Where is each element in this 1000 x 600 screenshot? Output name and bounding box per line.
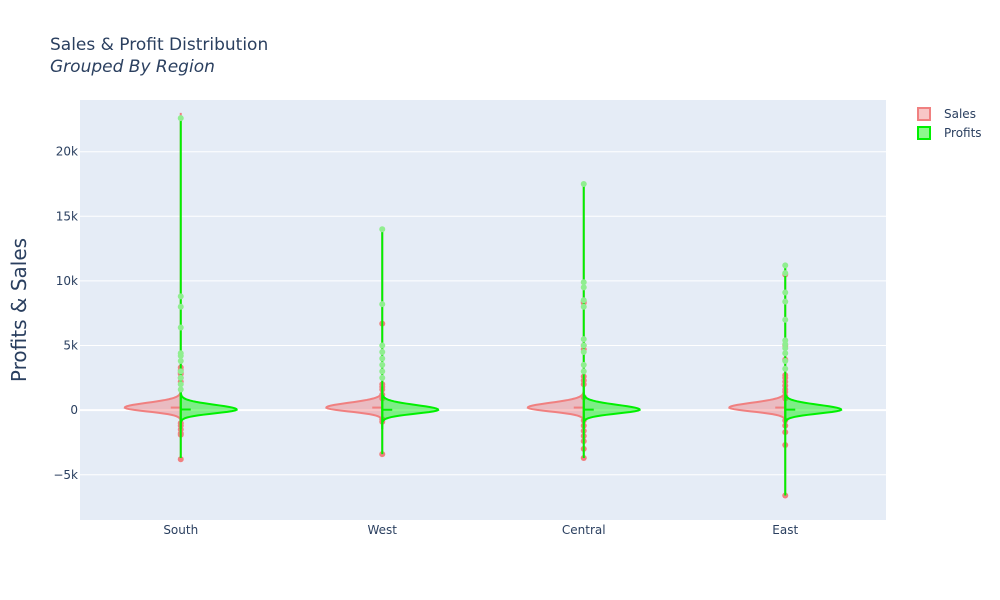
y-tick-label: −5k (53, 468, 78, 482)
legend-swatch (917, 126, 931, 140)
outlier-point (782, 345, 789, 352)
legend-item-profits[interactable]: Profits (917, 126, 982, 140)
grid-lines (80, 151, 886, 476)
y-tick-label: 15k (56, 209, 78, 223)
chart-title: Sales & Profit Distribution (50, 35, 268, 55)
outlier-point (782, 316, 789, 323)
outlier-point (379, 342, 386, 349)
legend-swatch (917, 107, 931, 121)
series-profits (177, 115, 843, 496)
outlier-point (580, 279, 587, 286)
outlier-point (379, 349, 386, 355)
plot-background (80, 100, 886, 520)
x-tick-label: South (163, 523, 198, 537)
outlier-point (177, 386, 184, 393)
y-tick-label: 20k (56, 145, 78, 159)
legend-label: Profits (944, 126, 982, 140)
outlier-point (580, 297, 587, 304)
outlier-point (580, 336, 587, 343)
outlier-point (177, 303, 184, 310)
outlier-point (177, 368, 184, 375)
y-axis-label: Profits & Sales (7, 238, 31, 382)
outlier-point (580, 361, 587, 368)
outlier-point (379, 226, 386, 233)
violins (123, 112, 843, 499)
outlier-point (782, 365, 789, 372)
outlier-point (379, 374, 386, 381)
outlier-point (782, 358, 789, 365)
outlier-point (379, 368, 386, 375)
outlier-point (782, 289, 789, 296)
outlier-point (782, 350, 789, 357)
y-tick-label: 10k (56, 274, 78, 288)
outlier-point (580, 284, 587, 291)
outlier-point (177, 374, 184, 381)
x-tick-label: West (367, 523, 397, 537)
y-tick-label: 0 (70, 403, 78, 417)
outlier-point (580, 181, 587, 187)
violin-profits-south (177, 115, 238, 458)
outlier-point (580, 349, 587, 355)
outlier-point (782, 262, 789, 269)
violin-body (784, 386, 843, 430)
x-tick-label: Central (562, 523, 606, 537)
y-tick-label: 5k (63, 339, 78, 353)
outlier-point (580, 342, 587, 349)
outlier-point (177, 293, 184, 300)
outlier-point (379, 361, 386, 368)
outlier-point (379, 301, 386, 308)
outlier-point (379, 355, 386, 362)
outlier-point (177, 358, 184, 365)
legend-label: Sales (944, 107, 976, 121)
outlier-point (782, 298, 789, 305)
outlier-point (782, 270, 789, 277)
outlier-point (177, 381, 184, 388)
outlier-point (177, 115, 184, 122)
violin-body (582, 386, 641, 430)
x-tick-label: East (772, 523, 798, 537)
outlier-point (177, 324, 184, 331)
outlier-point (177, 456, 184, 463)
x-tick-labels: South West Central East (163, 523, 798, 537)
legend[interactable]: Sales Profits (917, 107, 982, 140)
chart-subtitle: Grouped By Region (50, 57, 215, 77)
violin-profits-central (580, 181, 641, 458)
y-tick-labels: −5k 0 5k 10k 15k 20k (53, 145, 78, 482)
violin-body (381, 386, 440, 430)
legend-item-sales[interactable]: Sales (917, 107, 976, 121)
violin-profits-east (782, 262, 843, 496)
violin-profits-west (379, 226, 440, 455)
outlier-point (580, 368, 587, 375)
outlier-point (580, 303, 587, 310)
outlier-point (177, 352, 184, 359)
